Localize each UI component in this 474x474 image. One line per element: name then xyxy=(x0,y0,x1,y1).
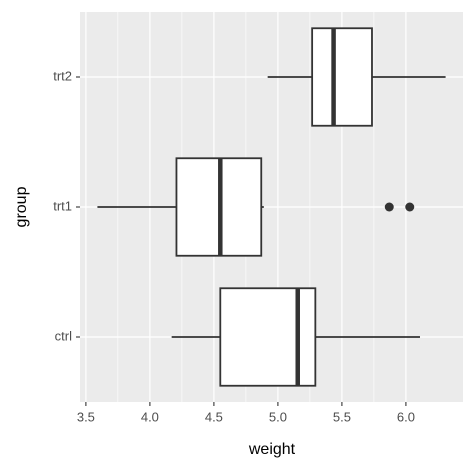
y-tick-label: ctrl xyxy=(55,328,72,343)
y-tick-label: trt1 xyxy=(53,198,72,213)
y-axis-title: group xyxy=(13,186,30,227)
outlier xyxy=(384,202,394,212)
x-tick-label: 3.5 xyxy=(77,409,95,424)
x-tick-label: 6.0 xyxy=(397,409,415,424)
x-tick-label: 5.5 xyxy=(333,409,351,424)
x-tick-label: 4.0 xyxy=(141,409,159,424)
box xyxy=(219,287,317,387)
x-tick-label: 4.5 xyxy=(205,409,223,424)
x-axis-title: weight xyxy=(248,441,296,458)
x-tick-label: 5.0 xyxy=(269,409,287,424)
box xyxy=(311,27,373,127)
y-tick-label: trt2 xyxy=(53,68,72,83)
outlier xyxy=(405,202,415,212)
